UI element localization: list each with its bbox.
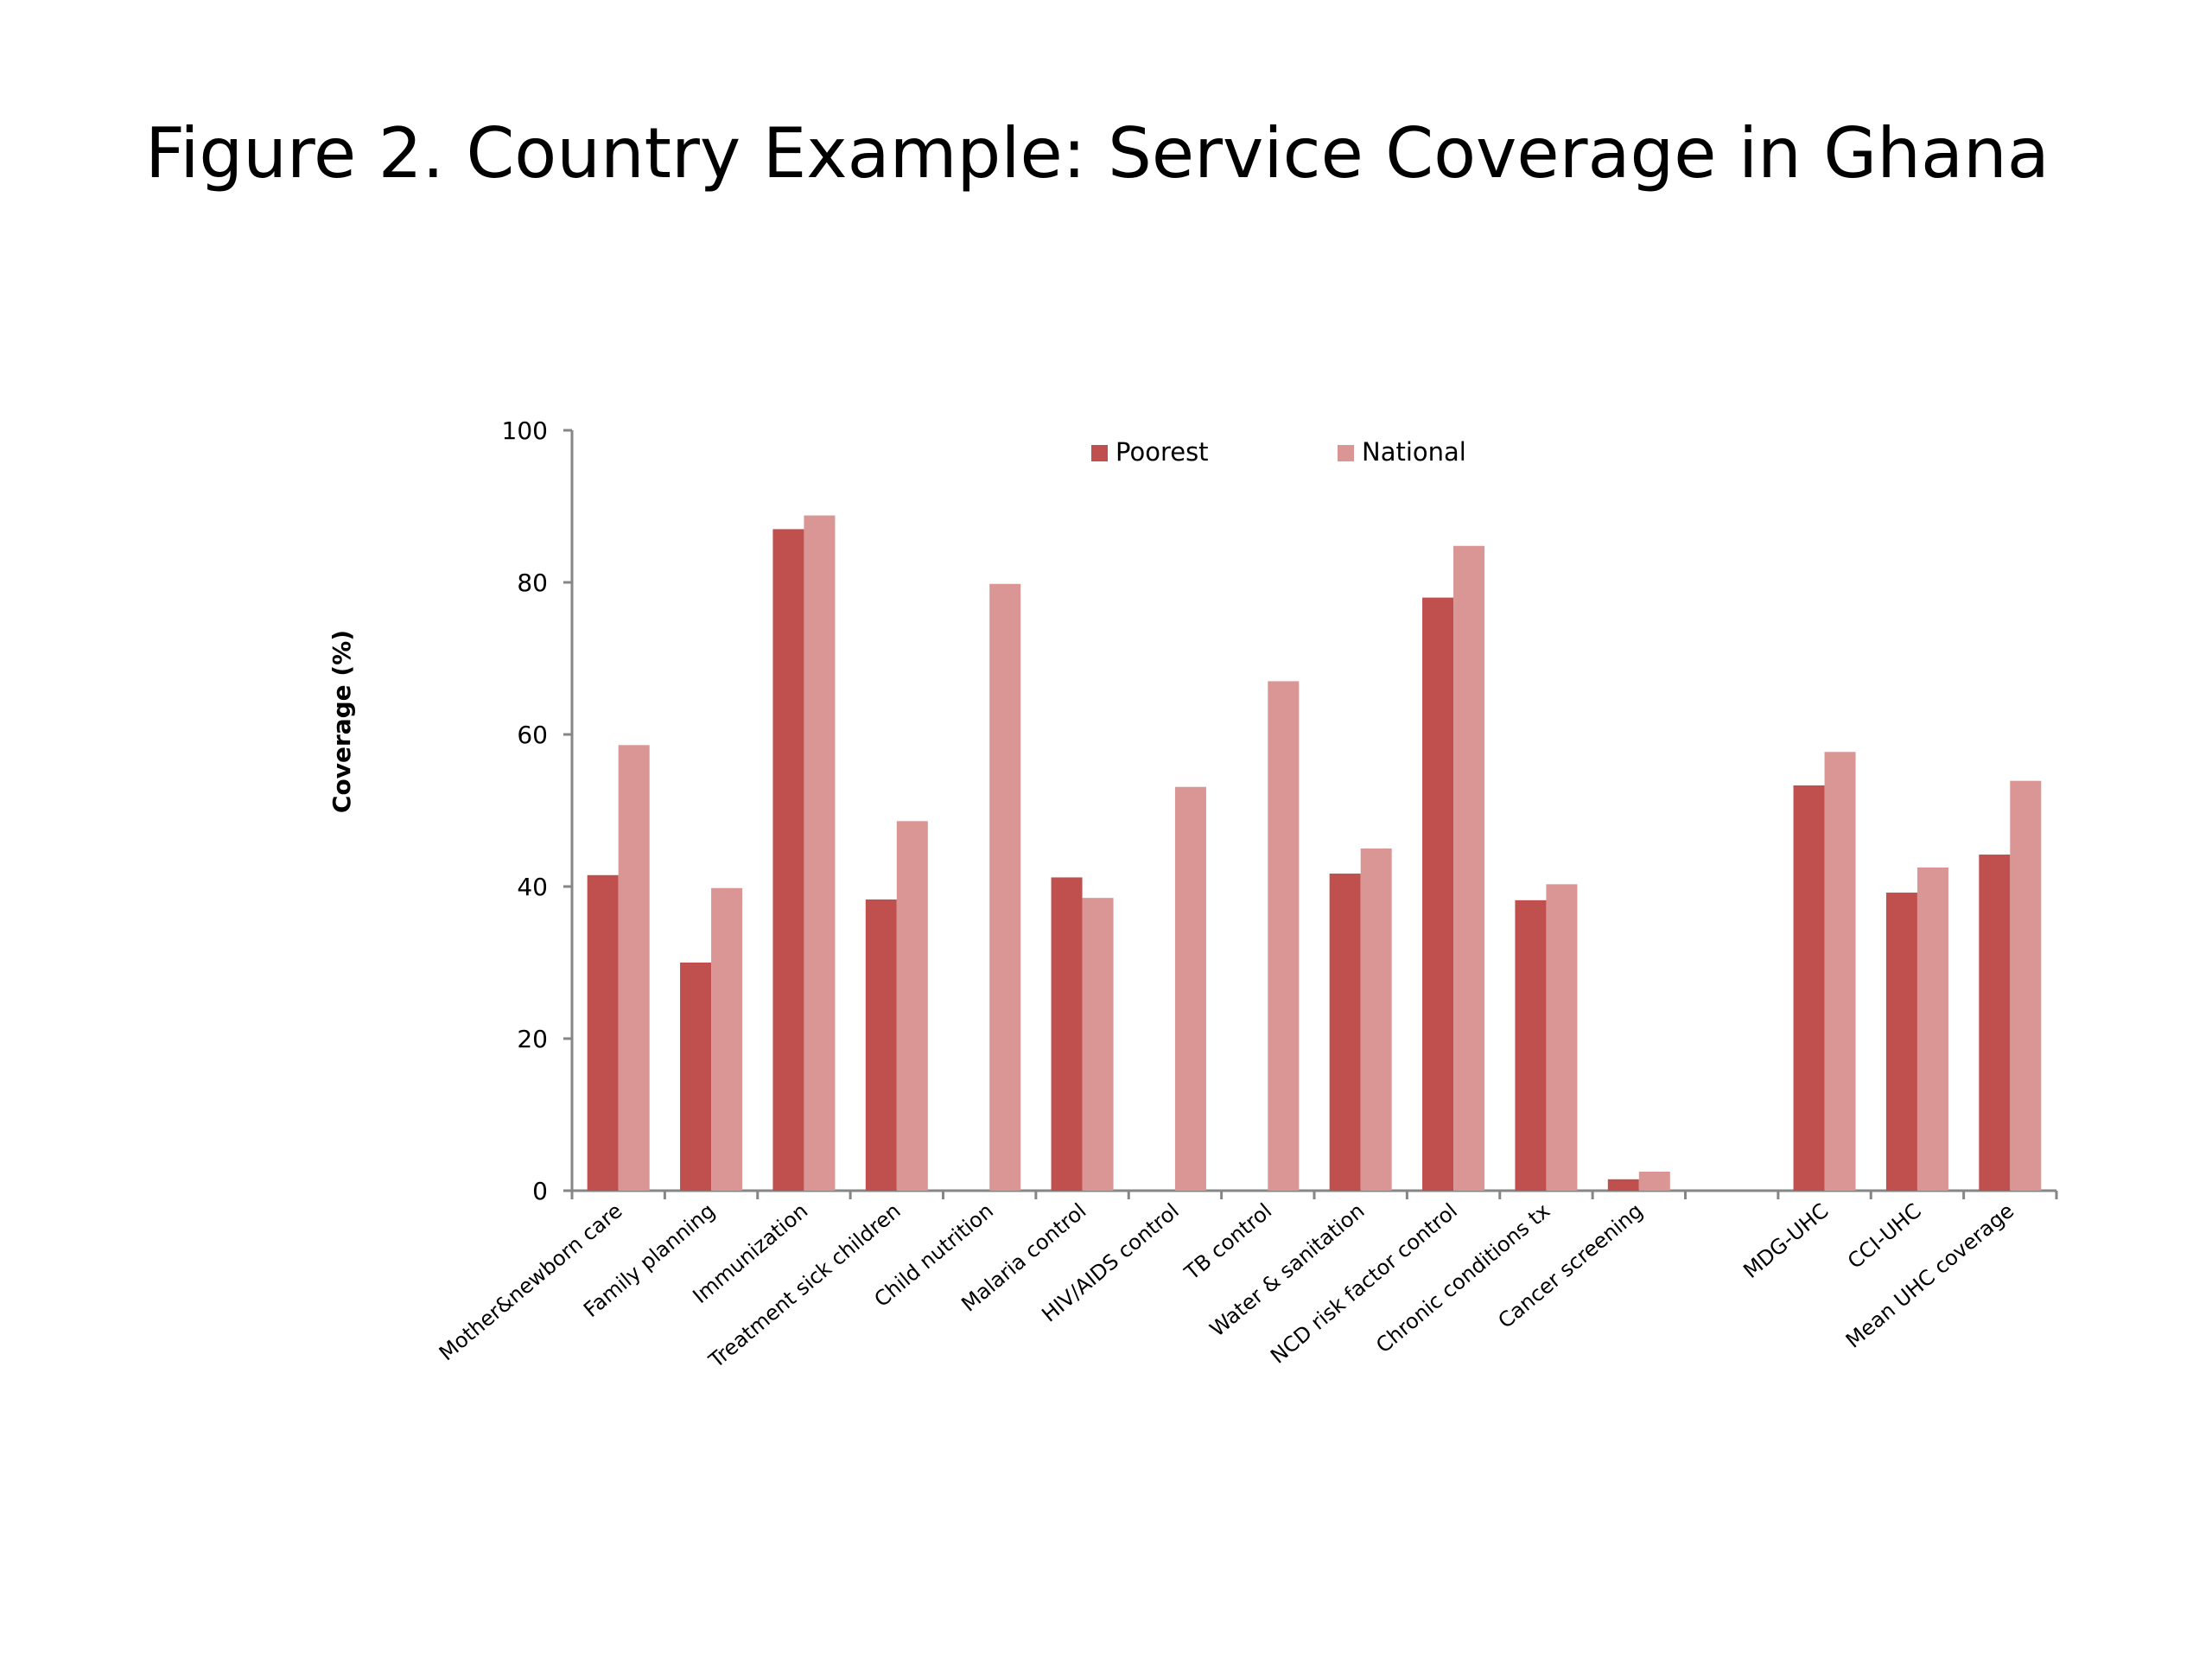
bar-poorest: [587, 874, 619, 1191]
bar-national: [1916, 868, 1948, 1191]
bar-national: [1268, 681, 1300, 1191]
legend-label-national: National: [1362, 437, 1466, 467]
x-category-label: MDG-UHC: [1738, 1198, 1833, 1283]
legend-swatch-national: [1338, 445, 1354, 461]
x-category-label: Mother&newborn care: [435, 1198, 627, 1365]
bar-national: [618, 745, 650, 1191]
y-tick-label: 20: [517, 1025, 548, 1053]
x-category-label: NCD risk factor control: [1266, 1198, 1462, 1369]
bar-poorest: [865, 899, 897, 1191]
bar-poorest: [1422, 597, 1454, 1191]
bar-national: [804, 515, 836, 1191]
bar-poorest: [1515, 899, 1547, 1191]
x-category-label: Chronic conditions tx: [1371, 1198, 1554, 1357]
x-category-label: Treatment sick children: [703, 1198, 905, 1373]
bar-national: [1174, 786, 1206, 1191]
bar-national: [1546, 884, 1578, 1191]
y-tick-label: 40: [517, 873, 548, 901]
bar-poorest: [1329, 874, 1361, 1191]
bar-national: [2010, 780, 2042, 1191]
bar-poorest: [1607, 1179, 1639, 1191]
legend-label-poorest: Poorest: [1116, 437, 1209, 467]
y-tick-label: 0: [532, 1177, 548, 1205]
slide-title: Figure 2. Country Example: Service Cover…: [145, 113, 2050, 194]
x-category-label: Mean UHC coverage: [1841, 1198, 2018, 1353]
bar-poorest: [1979, 855, 2011, 1191]
bar-poorest: [772, 529, 804, 1191]
bar-poorest: [1051, 877, 1083, 1191]
bar-national: [989, 583, 1021, 1191]
legend-swatch-poorest: [1091, 445, 1108, 461]
bar-national: [1453, 545, 1485, 1191]
bar-national: [1638, 1172, 1670, 1191]
x-category-label: Water & sanitation: [1205, 1198, 1370, 1342]
y-tick-label: 60: [517, 721, 548, 749]
y-tick-label: 80: [517, 569, 548, 597]
bar-poorest: [1793, 785, 1825, 1191]
x-category-label: TB control: [1179, 1198, 1276, 1285]
legend: Poorest National: [1091, 437, 1466, 467]
bar-poorest: [680, 963, 712, 1191]
x-category-label: CCI-UHC: [1843, 1198, 1926, 1274]
y-axis-title: Coverage (%): [327, 630, 356, 813]
bar-national: [1824, 752, 1856, 1191]
bar-national: [1082, 898, 1114, 1191]
bar-poorest: [1885, 893, 1917, 1191]
y-tick-label: 100: [502, 416, 548, 445]
bar-national: [711, 887, 743, 1191]
bar-national: [1360, 849, 1392, 1191]
bars: [587, 515, 2042, 1191]
bar-national: [896, 821, 928, 1191]
